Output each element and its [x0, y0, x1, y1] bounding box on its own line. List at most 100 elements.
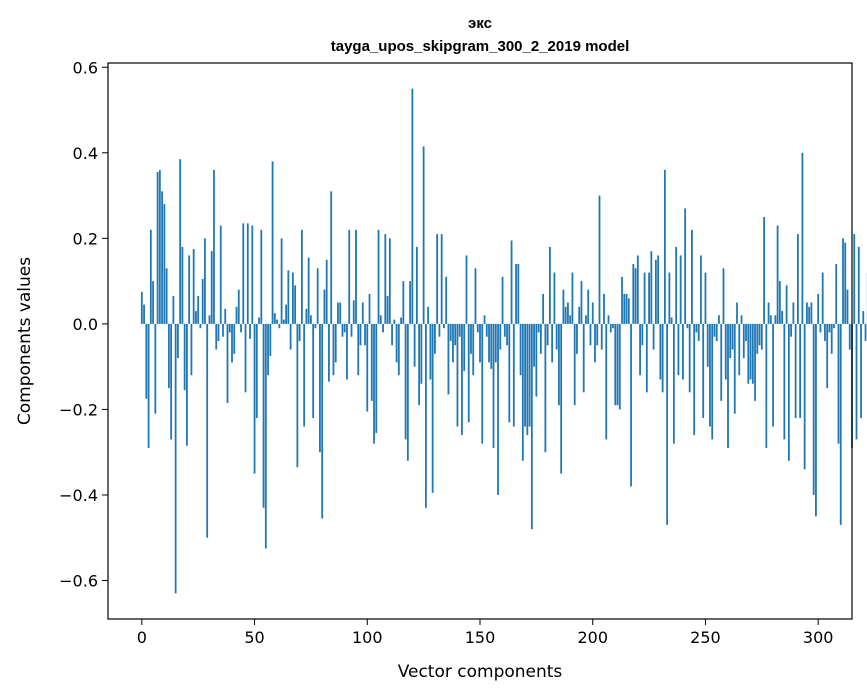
bar-321: [864, 323, 867, 341]
bar-151: [481, 323, 484, 444]
bar-122: [415, 246, 418, 324]
bar-91: [346, 323, 348, 380]
bar-243: [688, 323, 691, 393]
bar-185: [558, 323, 560, 406]
bar-170: [524, 323, 526, 427]
bar-164: [510, 240, 513, 324]
bar-25: [197, 296, 200, 324]
bar-214: [623, 293, 626, 324]
y-tick-label: 0.4: [73, 144, 98, 163]
bar-266: [740, 315, 743, 324]
bar-252: [709, 323, 711, 427]
bar-156: [492, 323, 495, 448]
bar-141: [458, 323, 461, 337]
bar-11: [165, 268, 168, 324]
bar-300: [817, 293, 820, 324]
bar-200: [591, 302, 594, 324]
bar-193: [576, 323, 578, 354]
bar-70: [298, 323, 301, 341]
bar-320: [862, 311, 865, 324]
bar-129: [431, 323, 434, 493]
bar-3: [147, 323, 150, 448]
bar-114: [397, 323, 400, 376]
bar-85: [332, 323, 335, 376]
bar-9: [161, 191, 164, 324]
bar-221: [639, 323, 641, 376]
bar-263: [733, 323, 736, 414]
bar-229: [657, 255, 660, 324]
bar-35: [219, 225, 222, 324]
bar-32: [213, 169, 215, 324]
bar-17: [179, 159, 182, 324]
bar-264: [736, 302, 738, 324]
bar-31: [210, 251, 213, 324]
bar-29: [206, 323, 209, 538]
bar-219: [634, 268, 637, 324]
bar-144: [465, 255, 468, 324]
bar-238: [677, 323, 680, 376]
bar-166: [515, 264, 517, 324]
bar-104: [375, 323, 378, 433]
bar-270: [749, 323, 752, 380]
bar-209: [612, 323, 614, 329]
bar-319: [860, 323, 862, 418]
bar-301: [819, 323, 822, 333]
bar-277: [765, 323, 768, 448]
y-axis-ticks: −0.6 −0.4 −0.2 0.0 0.2 0.4 0.6: [59, 58, 108, 591]
bar-119: [409, 281, 412, 324]
bar-124: [420, 323, 423, 384]
y-tick-label: −0.6: [59, 572, 98, 591]
bar-97: [359, 323, 362, 346]
bar-44: [240, 323, 242, 333]
bar-227: [652, 323, 655, 350]
x-tick-label: 50: [244, 628, 264, 647]
bar-208: [609, 323, 612, 333]
bar-154: [488, 323, 490, 363]
y-tick-label: 0.0: [73, 315, 98, 334]
bar-290: [794, 323, 797, 418]
bar-275: [760, 323, 763, 350]
bar-57: [269, 323, 272, 356]
bar-288: [790, 323, 793, 337]
bar-37: [224, 308, 227, 324]
bar-23: [192, 249, 195, 324]
bar-126: [424, 323, 427, 508]
bar-313: [846, 289, 849, 324]
bar-272: [754, 323, 756, 401]
bar-240: [682, 323, 684, 380]
bar-81: [323, 289, 326, 324]
bar-120: [411, 88, 414, 324]
bar-307: [833, 323, 835, 329]
bar-225: [648, 272, 650, 324]
bar-45: [242, 223, 245, 324]
bar-314: [848, 323, 851, 350]
bar-79: [319, 323, 321, 453]
bar-58: [271, 161, 274, 324]
bar-190: [569, 315, 572, 324]
bar-128: [429, 323, 432, 380]
bar-226: [650, 251, 653, 324]
bar-172: [528, 323, 531, 427]
bar-115: [400, 317, 402, 324]
bar-179: [544, 323, 547, 453]
bar-213: [621, 276, 623, 324]
bar-73: [305, 308, 308, 324]
bar-68: [294, 285, 297, 324]
bar-99: [364, 323, 366, 346]
bar-287: [787, 323, 790, 461]
bar-171: [526, 323, 529, 436]
bar-0: [140, 291, 143, 324]
bar-145: [467, 323, 470, 423]
bar-96: [357, 323, 360, 376]
bar-211: [616, 323, 619, 406]
bar-103: [373, 323, 375, 444]
bar-218: [632, 264, 635, 324]
bar-309: [837, 323, 840, 444]
bar-215: [625, 293, 628, 324]
bar-160: [501, 276, 504, 324]
bar-273: [756, 323, 759, 354]
bar-77: [314, 323, 317, 329]
bar-295: [806, 302, 808, 324]
bar-100: [366, 323, 369, 412]
